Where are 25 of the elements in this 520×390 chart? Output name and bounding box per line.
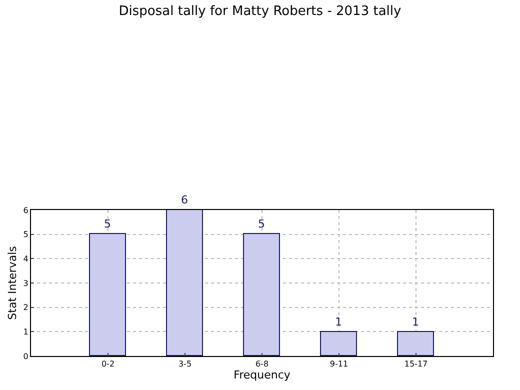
y-tick-label: 5 [23,230,28,240]
data-label: 6 [181,194,188,206]
bar [166,210,203,356]
bar [397,331,434,356]
bar [89,233,126,356]
data-label: 5 [104,218,111,230]
x-tick-label: 0-2 [101,360,115,369]
x-tick-label: 3-5 [178,360,192,369]
x-axis-title: Frequency [234,368,291,382]
y-tick-label: 1 [23,327,28,336]
bar [320,331,357,356]
y-axis-title: Stat Intervals [6,246,19,320]
y-tick-label: 2 [23,303,28,312]
y-tick-label: 4 [23,254,28,264]
y-tick-label: 3 [23,278,28,288]
data-label: 1 [335,316,342,328]
y-tick-label: 6 [23,206,28,215]
data-label: 5 [258,218,265,230]
y-tick-label: 0 [23,352,28,361]
x-tick-label: 15-17 [404,360,428,369]
x-tick-label: 9-11 [330,360,348,369]
bar [243,233,280,356]
chart-title: Disposal tally for Matty Roberts - 2013 tally [118,4,402,19]
x-tick-label: 6-8 [255,360,269,369]
data-label: 1 [412,316,419,328]
